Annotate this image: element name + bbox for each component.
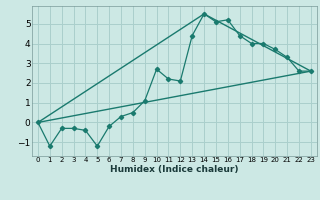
X-axis label: Humidex (Indice chaleur): Humidex (Indice chaleur) bbox=[110, 165, 239, 174]
